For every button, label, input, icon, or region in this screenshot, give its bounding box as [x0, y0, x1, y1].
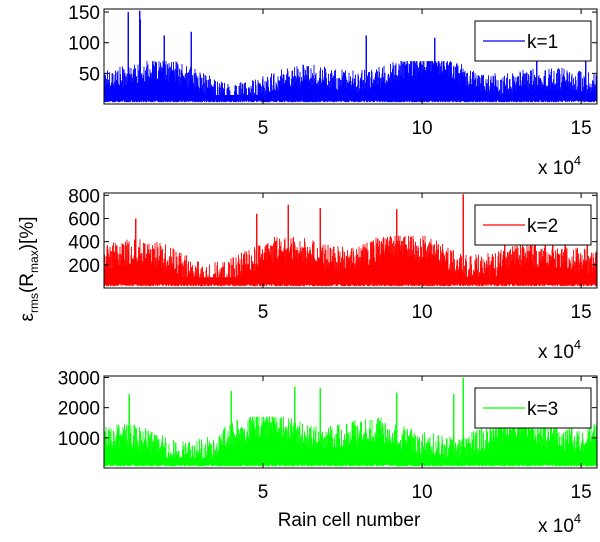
legend-entry-label: k=2	[527, 216, 558, 237]
y-tick-label: 3000	[58, 369, 100, 390]
x-tick-label: 5	[258, 118, 269, 139]
x-tick-label: 10	[411, 482, 432, 503]
x-tick-label: 15	[571, 118, 592, 139]
x-tick-label: 5	[258, 482, 269, 503]
x-axis-label: Rain cell number	[278, 510, 421, 531]
series-line-k=3	[104, 377, 597, 467]
x-tick-label: 15	[571, 302, 592, 323]
x-multiplier-label: x 104	[538, 511, 581, 537]
subplot-k1: 50 100 150 5 10 15 x 104 k=1	[68, 3, 598, 179]
y-tick-label: 50	[79, 64, 100, 85]
y-tick-label: 2000	[58, 399, 100, 420]
legend-entry-label: k=1	[527, 32, 558, 53]
y-tick-label: 600	[68, 209, 100, 230]
y-tick-label: 400	[68, 233, 100, 254]
y-tick-label: 200	[68, 256, 100, 277]
y-tick-label: 800	[68, 186, 100, 207]
x-tick-label: 5	[258, 302, 269, 323]
y-axis-label: εrms(Rmax)[%]	[17, 217, 41, 322]
x-tick-label: 10	[411, 302, 432, 323]
axes-frame	[103, 192, 598, 289]
legend: k=2	[474, 204, 592, 246]
subplot-k3: 1000 2000 3000 5 10 15 x 104 k=3	[58, 369, 598, 537]
axes-frame	[103, 8, 598, 105]
y-tick-label: 1000	[58, 429, 100, 450]
legend: k=1	[474, 20, 592, 62]
axes-frame	[103, 375, 598, 469]
legend: k=3	[474, 387, 592, 429]
x-multiplier-label: x 104	[538, 153, 581, 179]
legend-entry-label: k=3	[527, 399, 558, 420]
x-tick-label: 15	[571, 482, 592, 503]
series-line-k=1	[104, 10, 597, 103]
x-multiplier-label: x 104	[538, 337, 581, 363]
series-line-k=2	[104, 194, 597, 287]
x-tick-label: 10	[411, 118, 432, 139]
y-tick-label: 150	[68, 3, 100, 24]
y-tick-label: 100	[68, 34, 100, 55]
